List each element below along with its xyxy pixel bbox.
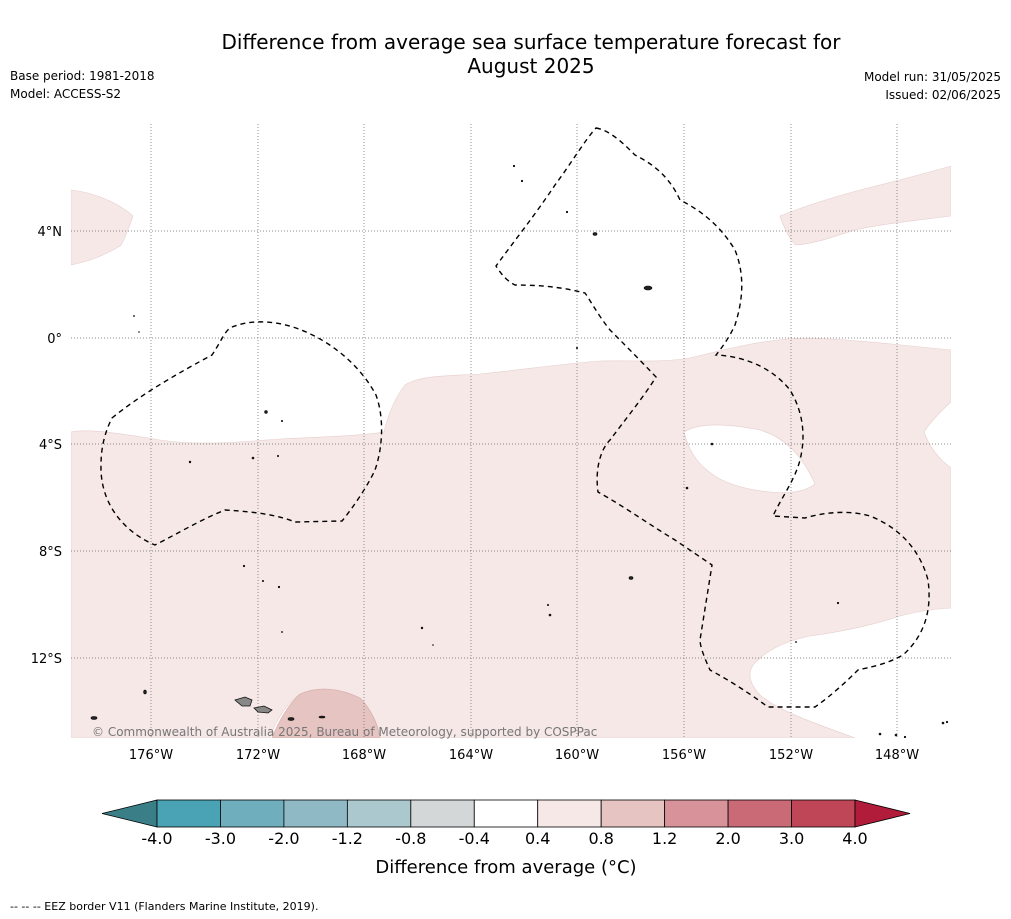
lon-label: 168°W [342,748,386,763]
eez-tokelau [100,321,383,546]
model-run: Model run: 31/05/2025 [863,70,1001,84]
eez-footnote: -- -- -- EEZ border V11 (Flanders Marine… [10,900,319,913]
lat-label: 12°S [31,652,62,667]
lon-label: 176°W [129,748,173,763]
lon-label: 156°W [662,748,706,763]
colorbar-tick-label: -4.0 [141,829,172,848]
lat-label: 8°S [39,545,62,560]
meta-left: Base period: 1981-2018 Model: ACCESS-S2 [10,67,155,103]
colorbar-tick-label: -2.0 [268,829,299,848]
longitude-labels: 176°W 172°W 168°W 164°W 160°W 156°W 152°… [129,748,919,763]
colorbar-segment [600,799,666,828]
colorbar-tick-label: -1.2 [332,829,363,848]
eez-line-islands [495,127,930,708]
colorbar: -4.0 -3.0 -2.0 -1.2 -0.8 -0.4 0.4 0.8 1.2 2.0 3.0 4… [101,799,911,848]
colorbar-tick-label: 2.0 [715,829,740,848]
map-area [71,124,951,738]
lat-label: 4°N [38,225,63,240]
colorbar-tick-label: -3.0 [205,829,236,848]
lat-label: 0° [47,332,62,347]
eez-borders [100,127,930,708]
lat-label: 4°S [39,438,62,453]
colorbar-segment [664,799,729,828]
anomaly-region-warm [271,688,381,738]
samoa-islands [234,696,273,714]
base-period: Base period: 1981-2018 [10,69,155,83]
latitude-labels: 4°N 0° 4°S 8°S 12°S [31,225,62,667]
title-line-1: Difference from average sea surface temp… [221,30,841,54]
colorbar-segment [727,799,792,828]
colorbar-tick-label: 0.4 [525,829,550,848]
colorbar-tick-label: 3.0 [779,829,804,848]
anomaly-region-northeast [779,165,951,246]
lon-label: 160°W [555,748,599,763]
colorbar-segment [537,799,602,828]
lon-label: 172°W [236,748,280,763]
colorbar-extend-high [854,799,911,828]
colorbar-segment [156,799,221,828]
graticule [71,124,951,738]
colorbar-tick-label: -0.4 [459,829,490,848]
colorbar-segment [473,799,539,828]
lon-label: 148°W [875,748,919,763]
colorbar-tick-label: 0.8 [588,829,613,848]
colorbar-segment [791,799,856,828]
map-title: Difference from average sea surface temp… [0,30,1011,78]
colorbar-segment [283,799,348,828]
colorbar-title: Difference from average (°C) [375,857,636,878]
colorbar-extend-low [101,799,158,828]
colorbar-segment [346,799,412,828]
colorbar-tick-label: -0.8 [395,829,426,848]
colorbar-tick-label: 1.2 [652,829,677,848]
lon-label: 152°W [769,748,813,763]
copyright-notice: © Commonwealth of Australia 2025, Bureau… [92,725,598,739]
lon-label: 164°W [449,748,493,763]
model-name: Model: ACCESS-S2 [10,87,122,101]
title-line-2: August 2025 [467,54,595,78]
anomaly-region-west [71,189,134,266]
colorbar-tick-label: 4.0 [842,829,867,848]
anomaly-hole-east [683,424,816,494]
meta-right: Model run: 31/05/2025 Issued: 02/06/2025 [864,68,1001,104]
islands [90,164,949,738]
issued-date: Issued: 02/06/2025 [885,88,1001,102]
colorbar-segment [220,799,285,828]
colorbar-segment [410,799,475,828]
